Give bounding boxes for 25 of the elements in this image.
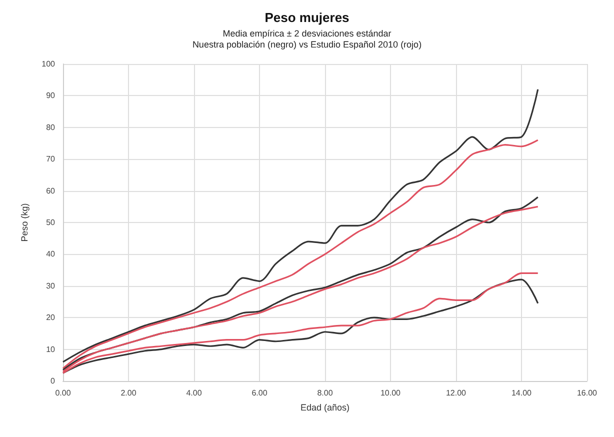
x-tick-label: 10.00	[380, 388, 402, 398]
y-tick-label: 20	[46, 313, 56, 322]
x-tick-label: 0.00	[55, 388, 72, 398]
y-tick-label: 80	[46, 122, 56, 132]
x-tick-label: 8.00	[317, 388, 334, 398]
line-series	[62, 88, 539, 363]
x-tick-label: 12.00	[446, 388, 467, 398]
x-tick-label: 16.00	[576, 388, 598, 398]
y-tick-label: 90	[46, 91, 56, 100]
x-tick-label: 4.00	[186, 388, 202, 398]
y-axis-title: Peso (kg)	[20, 203, 30, 242]
x-tick-label: 2.00	[120, 388, 137, 398]
y-tick-label: 30	[46, 281, 56, 290]
chart-subtitle: Media empírica ± 2 desviaciones estándar Nuestra población (negro) vs Estudio Español 2010 (rojo)	[192, 28, 422, 50]
y-tick-label: 10	[46, 344, 56, 354]
x-axis-title: Edad (años)	[300, 402, 350, 412]
y-tick-label: 40	[46, 250, 56, 259]
y-tick-label: 70	[46, 154, 56, 164]
y-tick-label: 0	[50, 376, 56, 386]
chart-title: Peso mujeres	[264, 10, 350, 25]
y-tick-label: 60	[46, 186, 56, 196]
y-tick-label: 100	[42, 60, 56, 68]
x-tick-label: 14.00	[511, 388, 532, 398]
x-tick-label: 6.00	[252, 388, 268, 398]
y-tick-label: 50	[46, 218, 56, 227]
